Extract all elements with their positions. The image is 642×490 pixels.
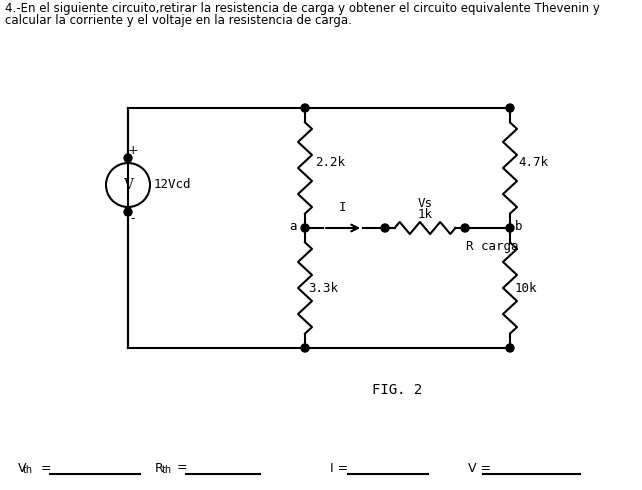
Text: R: R xyxy=(155,462,164,474)
Circle shape xyxy=(124,154,132,162)
Circle shape xyxy=(301,224,309,232)
Text: V: V xyxy=(123,178,133,192)
Circle shape xyxy=(506,104,514,112)
Text: =: = xyxy=(37,462,51,474)
Text: th: th xyxy=(162,465,172,475)
Text: 10k: 10k xyxy=(515,281,537,294)
Text: -: - xyxy=(131,213,135,225)
Circle shape xyxy=(381,224,389,232)
Text: b: b xyxy=(515,220,523,234)
Text: 2.2k: 2.2k xyxy=(315,156,345,170)
Text: a: a xyxy=(290,220,297,234)
Text: calcular la corriente y el voltaje en la resistencia de carga.: calcular la corriente y el voltaje en la… xyxy=(5,14,352,27)
Circle shape xyxy=(506,344,514,352)
Text: FIG. 2: FIG. 2 xyxy=(372,383,422,397)
Circle shape xyxy=(124,208,132,216)
Text: =: = xyxy=(177,462,187,474)
Circle shape xyxy=(301,344,309,352)
Text: +: + xyxy=(128,145,138,157)
Text: 4.-En el siguiente circuito,retirar la resistencia de carga y obtener el circuit: 4.-En el siguiente circuito,retirar la r… xyxy=(5,2,600,15)
Text: 3.3k: 3.3k xyxy=(308,281,338,294)
Text: R carga: R carga xyxy=(466,240,519,253)
Text: V =: V = xyxy=(468,462,491,474)
Circle shape xyxy=(506,224,514,232)
Text: 12Vcd: 12Vcd xyxy=(154,178,191,192)
Text: 4.7k: 4.7k xyxy=(518,156,548,170)
Text: th: th xyxy=(23,465,33,475)
Text: Vs: Vs xyxy=(417,197,433,210)
Circle shape xyxy=(301,104,309,112)
Text: I: I xyxy=(339,201,347,214)
Circle shape xyxy=(461,224,469,232)
Text: I =: I = xyxy=(330,462,348,474)
Text: V: V xyxy=(18,462,26,474)
Text: 1k: 1k xyxy=(417,208,433,221)
